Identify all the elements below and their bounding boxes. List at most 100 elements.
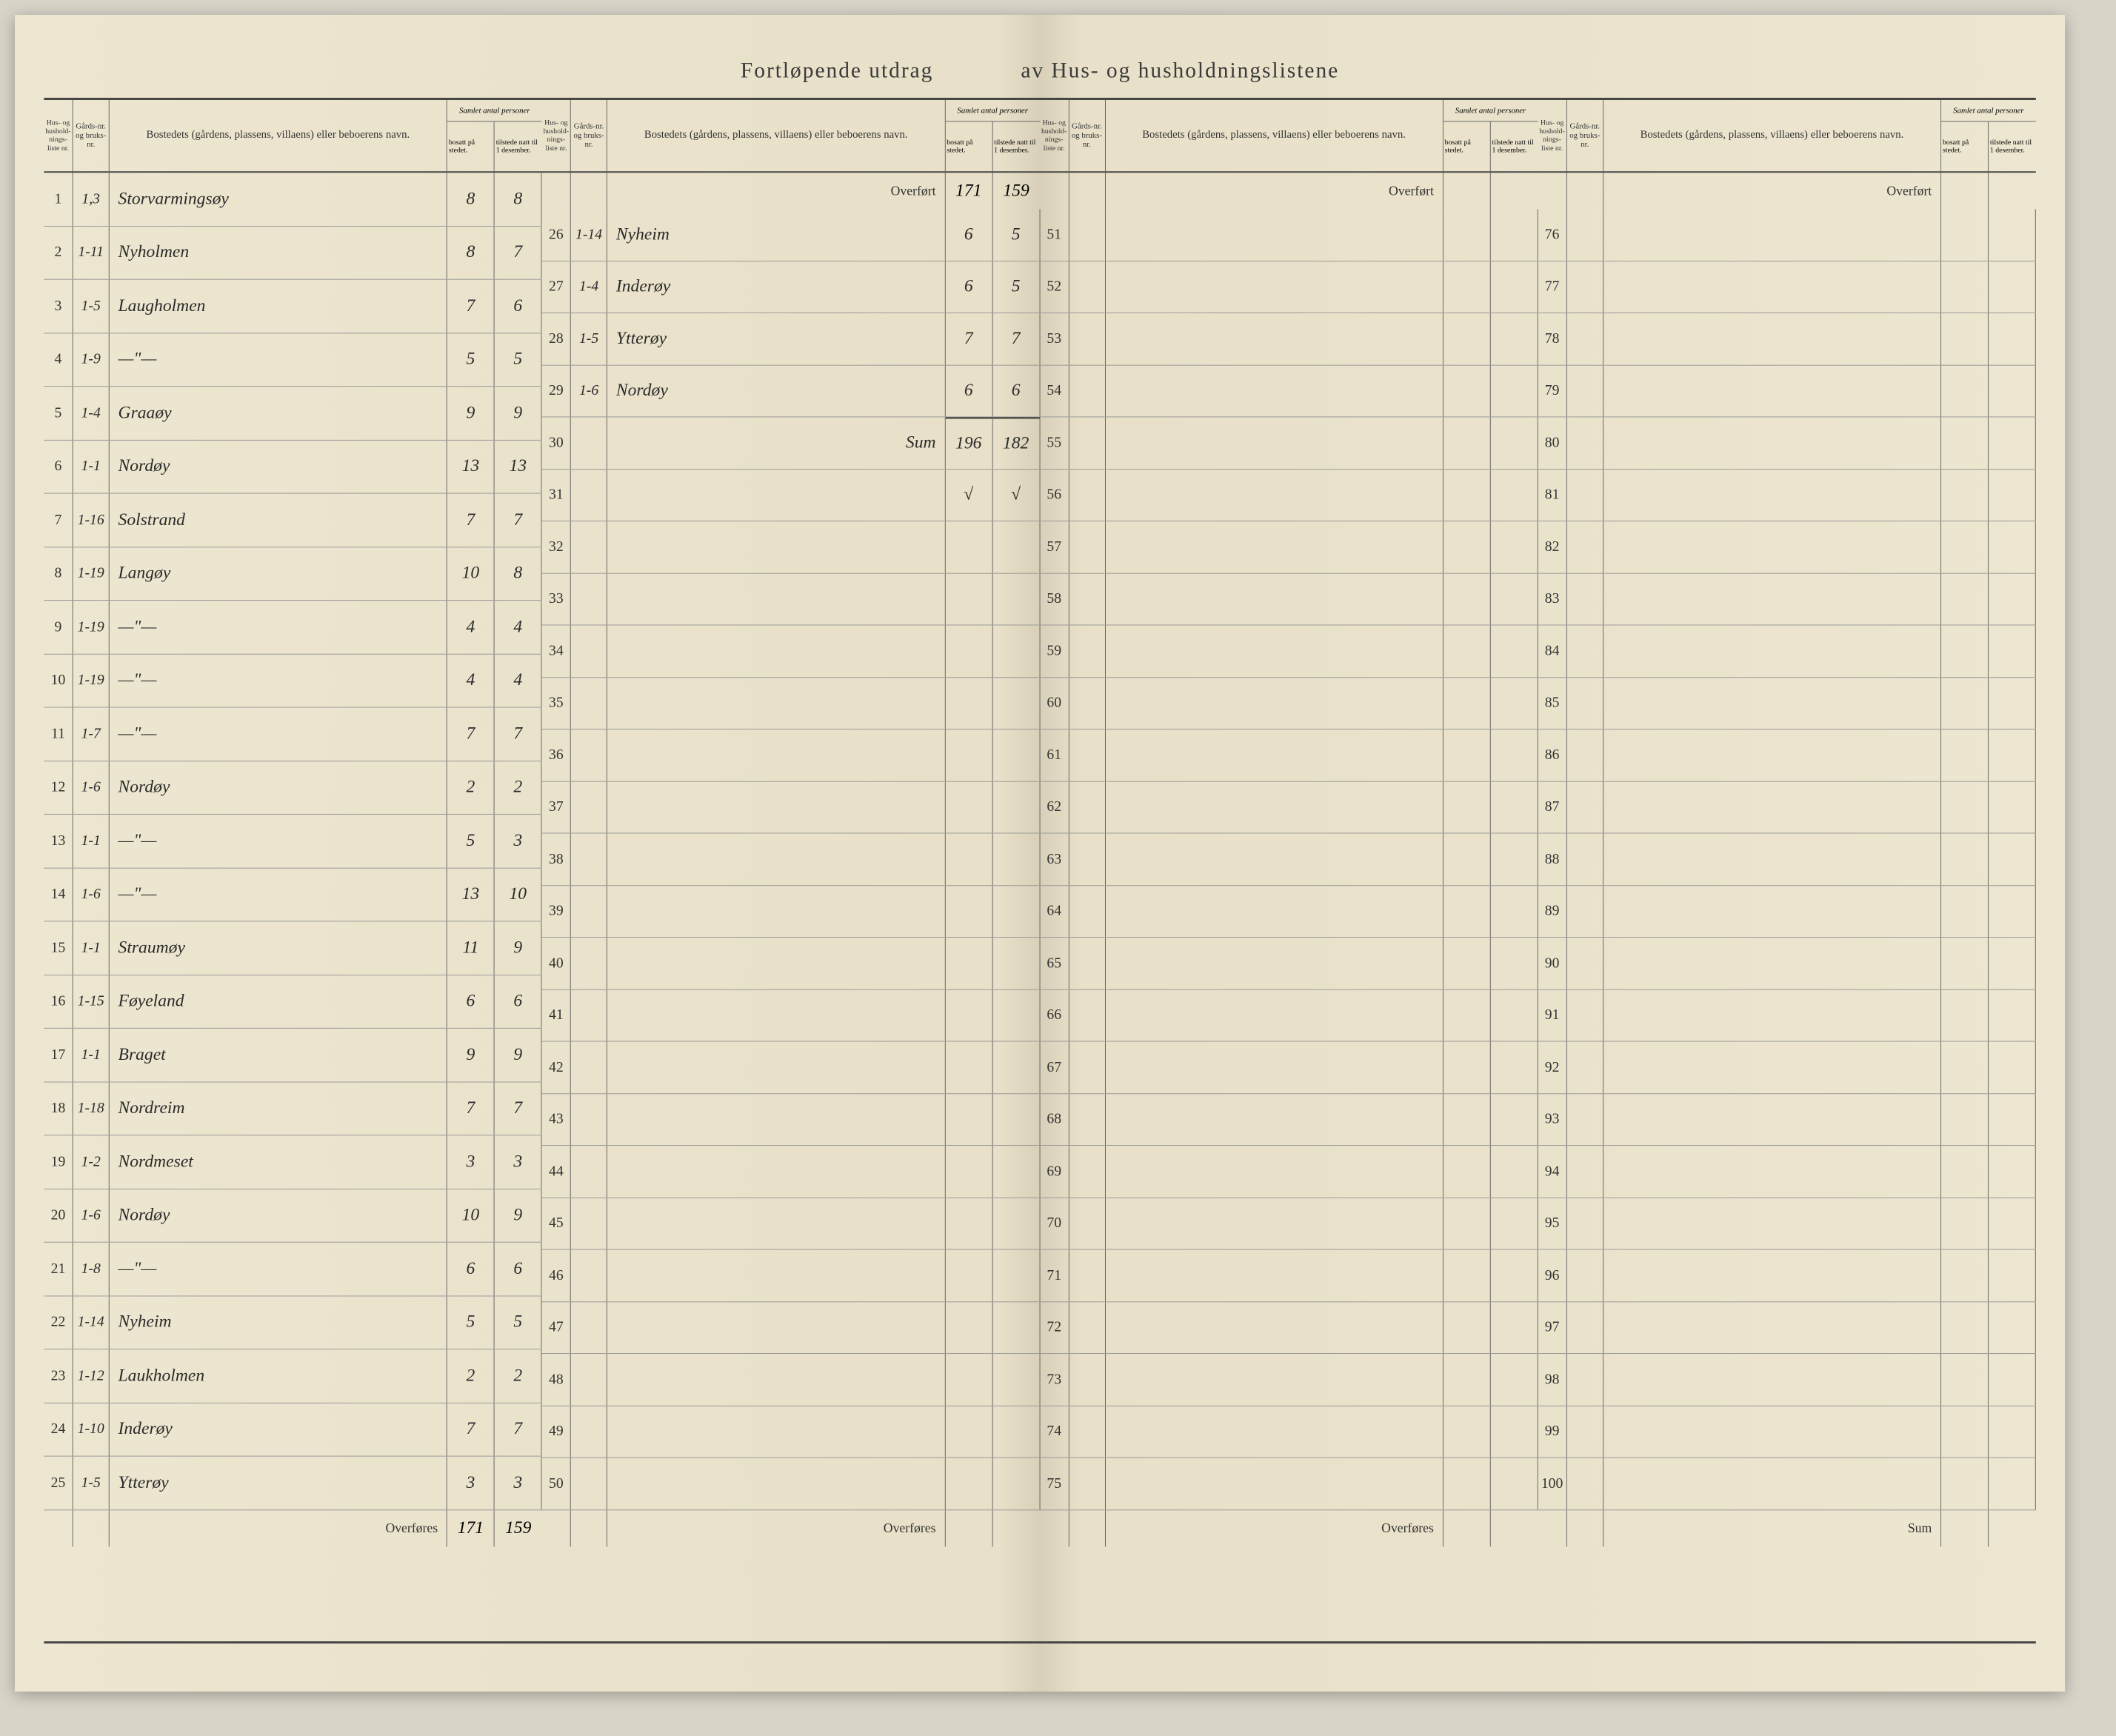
table-row: 52 [1040, 261, 1538, 313]
cell-bosted [1603, 1302, 1941, 1353]
cell-bosatt: 6 [945, 365, 992, 416]
cell-gard [1069, 938, 1105, 989]
cell-bosatt: 5 [447, 1296, 495, 1349]
cell-tilstede [992, 989, 1040, 1041]
cell-bosatt: 8 [447, 226, 495, 278]
cell-gard [1069, 521, 1105, 572]
cell-gard [571, 833, 607, 884]
table-row: 85 [1538, 678, 2035, 730]
cell-gard: 1-14 [571, 209, 607, 260]
cell-bosted: Inderøy [110, 1403, 447, 1455]
header-row: Hus- og hushold-nings-liste nr. Gårds-nr… [1040, 100, 1538, 173]
cell-gard: 1-2 [73, 1135, 110, 1188]
table-row: 81-19Langøy108 [44, 547, 541, 601]
cell-bosted [1105, 573, 1443, 624]
cell-bosatt [1941, 625, 1989, 676]
cell-gard [571, 1198, 607, 1249]
cell-bosatt [945, 1094, 992, 1145]
cell-bosted: Nyholmen [110, 226, 447, 278]
cell-bosatt [1444, 886, 1491, 937]
page-title: Fortløpende utdrag av Hus- og husholdnin… [44, 59, 2035, 83]
table-row: 141-6—"—1310 [44, 868, 541, 921]
cell-gard: 1-19 [73, 601, 110, 653]
cell-liste: 73 [1040, 1354, 1069, 1405]
table-row: 63 [1040, 833, 1538, 885]
cell-bosted: —"— [110, 601, 447, 653]
cell-gard [571, 470, 607, 521]
cell-bosatt [1444, 1250, 1491, 1301]
cell-bosatt [945, 938, 992, 989]
cell-gard: 1-12 [73, 1349, 110, 1402]
cell-liste: 47 [542, 1302, 571, 1353]
cell-liste: 67 [1040, 1042, 1069, 1093]
table-row: 86 [1538, 730, 2035, 781]
cell-bosatt [1941, 261, 1989, 313]
cell-bosted [607, 1094, 945, 1145]
cell-liste: 57 [1040, 521, 1069, 572]
cell-liste: 97 [1538, 1302, 1566, 1353]
cell-liste: 24 [44, 1403, 73, 1455]
cell-bosted [1105, 1406, 1443, 1457]
cell-bosted [1603, 625, 1941, 676]
cell-bosatt: 7 [447, 280, 495, 333]
cell-bosatt: 5 [447, 333, 495, 386]
table-row: 80 [1538, 417, 2035, 469]
cell-tilstede [1989, 730, 2036, 781]
cell-bosted: Ytterøy [607, 313, 945, 364]
cell-tilstede [1491, 1146, 1538, 1197]
header-samlet: Samlet antal personer bosatt på stedet. … [945, 100, 1040, 171]
cell-gard: 1-18 [73, 1082, 110, 1135]
cell-tilstede: 4 [495, 654, 542, 707]
cell-liste: 96 [1538, 1250, 1566, 1301]
cell-tilstede [1989, 678, 2036, 729]
cell-tilstede [992, 1354, 1040, 1405]
cell-bosatt [1444, 678, 1491, 729]
table-row: 51-4Graaøy99 [44, 387, 541, 440]
cell-bosatt [1444, 730, 1491, 781]
cell-liste: 71 [1040, 1250, 1069, 1301]
cell-liste: 80 [1538, 417, 1566, 468]
table-row: 39 [542, 886, 1040, 938]
cell-bosted [1105, 365, 1443, 416]
table-row: 11,3Storvarmingsøy88 [44, 173, 541, 226]
cell-bosatt: 7 [447, 1082, 495, 1135]
cell-bosatt [945, 886, 992, 937]
table-row: 181-18Nordreim77 [44, 1082, 541, 1135]
cell-tilstede [1989, 209, 2036, 260]
cell-bosatt [945, 1302, 992, 1353]
table-row: 92 [1538, 1042, 2035, 1094]
cell-tilstede [1491, 313, 1538, 364]
cell-liste: 10 [44, 654, 73, 707]
cell-gard [1567, 313, 1603, 364]
cell-bosted [1105, 833, 1443, 884]
cell-bosted: Nordøy [607, 365, 945, 416]
table-row: 57 [1040, 521, 1538, 573]
table-row: 68 [1040, 1094, 1538, 1146]
cell-bosted [1603, 1146, 1941, 1197]
cell-bosatt [945, 1250, 992, 1301]
table-row: 38 [542, 833, 1040, 885]
table-row: 90 [1538, 938, 2035, 989]
cell-tilstede: 3 [495, 815, 542, 867]
cell-bosatt [945, 625, 992, 676]
cell-bosted [1105, 1250, 1443, 1301]
table-row: 111-7—"—77 [44, 707, 541, 761]
cell-bosatt [1941, 521, 1989, 572]
title-right: av Hus- og husholdningslistene [1021, 59, 1339, 83]
table-row: 37 [542, 781, 1040, 833]
header-gard: Gårds-nr. og bruks-nr. [1069, 100, 1105, 171]
cell-tilstede [1989, 833, 2036, 884]
table-row: 91-19—"—44 [44, 601, 541, 654]
cell-liste: 14 [44, 868, 73, 921]
cell-liste: 79 [1538, 365, 1566, 416]
cell-bosatt [1941, 781, 1989, 832]
cell-gard [1567, 1354, 1603, 1405]
cell-gard [1069, 1250, 1105, 1301]
cell-tilstede: 7 [495, 1082, 542, 1135]
cell-tilstede: 13 [495, 440, 542, 493]
table-row: 161-15Føyeland66 [44, 975, 541, 1029]
header-tilstede: tilstede natt til 1 desember. [992, 121, 1040, 171]
col1-footer: Overføres 171 159 [44, 1510, 541, 1546]
cell-tilstede [992, 521, 1040, 572]
header-bosted: Bostedets (gårdens, plassens, villaens) … [110, 100, 447, 171]
